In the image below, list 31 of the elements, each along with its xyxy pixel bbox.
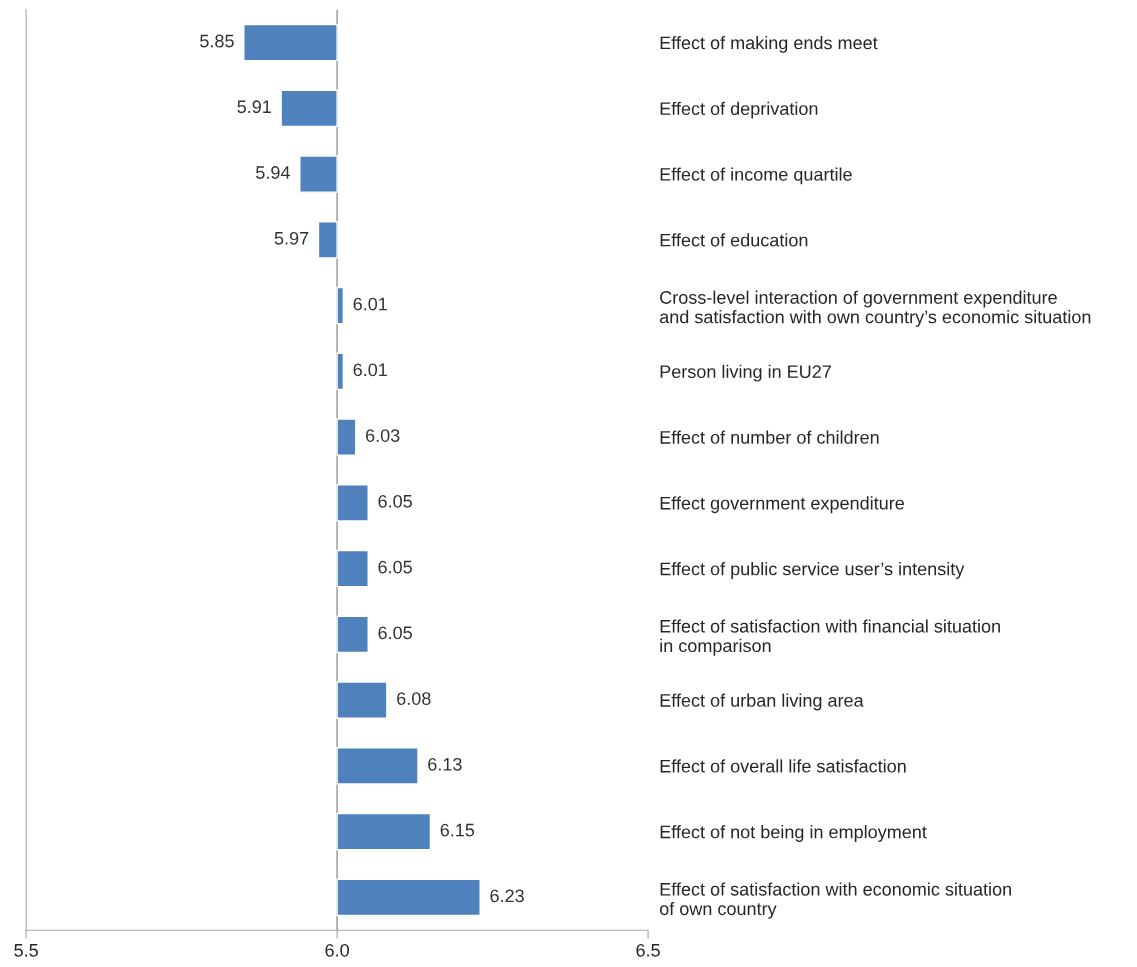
y-tick-label: Effect of not being in employment (660, 825, 927, 842)
data-label: 6.05 (378, 626, 412, 640)
y-tick-label: Effect of education (660, 233, 808, 247)
data-label: 6.23 (490, 889, 524, 903)
y-tick-label: Effect of public service user’s intensity (660, 562, 965, 579)
y-tick-label: Person living in EU27 (660, 364, 831, 382)
y-tick-label: Effect of making ends meet (660, 36, 878, 53)
y-tick-label: Effect of number of children (660, 430, 879, 444)
x-tick-label: 6.5 (636, 943, 660, 957)
data-label: 5.94 (256, 166, 290, 179)
x-tick-label: 6.0 (325, 943, 349, 957)
data-label: 5.91 (237, 100, 271, 114)
data-label: 6.08 (397, 692, 431, 705)
y-tick-label: Effect of overall life satisfaction (660, 759, 906, 773)
y-tick-label: Effect of urban living area (660, 693, 864, 711)
data-label: 6.05 (378, 560, 412, 574)
y-tick-label: Cross-level interaction of government expenditure and satisfaction with own country’s economic situation (659, 290, 1091, 327)
y-tick-label: Effect of satisfaction with economic situation of own country (659, 882, 1011, 919)
data-label: 6.01 (353, 297, 387, 311)
data-label: 6.15 (440, 823, 475, 837)
x-tick-label: 5.5 (14, 944, 38, 957)
y-tick-label: Effect of income quartile (660, 167, 852, 185)
y-tick-label: Effect of satisfaction with financial situation in comparison (660, 619, 1000, 656)
y-tick-label: Effect of deprivation (660, 101, 818, 119)
data-label: 5.85 (200, 34, 234, 48)
data-label: 6.05 (378, 494, 412, 508)
y-tick-label: Effect government expenditure (660, 496, 904, 514)
data-label: 6.13 (428, 757, 462, 771)
data-label: 5.97 (274, 231, 309, 245)
data-label: 6.01 (353, 363, 387, 377)
data-label: 6.03 (366, 429, 400, 442)
